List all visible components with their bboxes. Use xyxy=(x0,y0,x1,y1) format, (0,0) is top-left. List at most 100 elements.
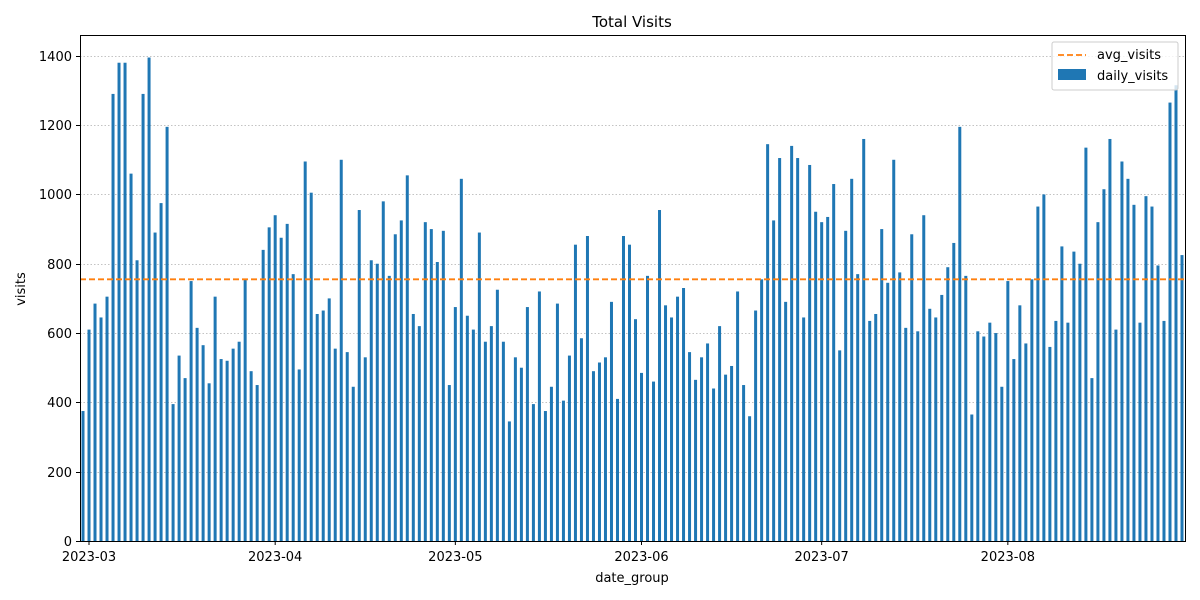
bar xyxy=(736,291,740,541)
bar xyxy=(549,386,553,541)
y-axis-title: visits xyxy=(14,272,29,306)
x-tick-label: 2023-03 xyxy=(62,550,116,565)
bar xyxy=(634,319,637,541)
bar xyxy=(1024,343,1028,541)
bar xyxy=(766,144,770,542)
bar xyxy=(676,296,680,541)
bar xyxy=(832,184,836,541)
bar xyxy=(1126,178,1130,541)
bar xyxy=(976,331,980,541)
bar xyxy=(886,282,890,541)
bar xyxy=(724,374,728,541)
bar xyxy=(1078,263,1082,541)
bar xyxy=(946,267,950,541)
bar xyxy=(471,329,475,541)
legend-daily-swatch xyxy=(1058,69,1086,80)
bar xyxy=(351,386,355,541)
bar xyxy=(519,367,523,541)
bar xyxy=(1096,222,1100,541)
bar xyxy=(1102,189,1106,542)
bar xyxy=(111,93,115,542)
bar xyxy=(988,322,992,541)
bar xyxy=(171,404,175,541)
bar xyxy=(195,327,199,541)
x-tick-label: 2023-07 xyxy=(795,550,849,565)
bar xyxy=(129,173,133,541)
bar xyxy=(1162,320,1166,541)
bar xyxy=(219,359,223,541)
bar xyxy=(970,414,974,541)
bar xyxy=(621,236,625,541)
bar xyxy=(1114,329,1118,541)
bar xyxy=(495,289,499,541)
bar xyxy=(910,234,914,541)
bar xyxy=(261,249,265,541)
bar xyxy=(964,275,968,541)
bar xyxy=(147,57,151,541)
bar xyxy=(615,398,619,541)
bar xyxy=(658,210,662,541)
bar xyxy=(808,164,812,541)
bar xyxy=(267,227,271,541)
bar xyxy=(1108,138,1112,541)
bar xyxy=(652,381,656,541)
bar xyxy=(1180,255,1184,541)
bar xyxy=(1084,147,1088,541)
bar xyxy=(375,263,379,541)
y-tick-label: 800 xyxy=(47,258,72,273)
bar xyxy=(537,291,541,541)
bar xyxy=(207,383,211,541)
bar xyxy=(285,223,289,541)
bar xyxy=(712,388,716,541)
y-tick-label: 1200 xyxy=(39,119,72,134)
bar xyxy=(597,362,601,541)
bar xyxy=(453,307,457,541)
y-tick-label: 400 xyxy=(47,396,72,411)
bar xyxy=(417,326,421,541)
bar xyxy=(1048,346,1052,541)
bar xyxy=(483,341,487,541)
bar xyxy=(291,274,295,541)
bar xyxy=(802,317,806,541)
bar xyxy=(1000,386,1004,541)
bar xyxy=(387,275,391,541)
bar xyxy=(1090,378,1094,541)
bar xyxy=(814,211,818,541)
bar xyxy=(81,411,85,541)
bar xyxy=(249,371,253,541)
bar xyxy=(309,192,313,541)
bar xyxy=(411,313,415,541)
bar xyxy=(153,232,157,542)
chart-title: Total Visits xyxy=(591,13,672,31)
bar xyxy=(609,301,613,541)
bar xyxy=(363,357,367,541)
bar xyxy=(183,378,187,541)
bar xyxy=(994,333,998,541)
bar xyxy=(591,371,595,541)
bar xyxy=(333,348,337,541)
bar xyxy=(844,230,848,541)
bar xyxy=(1168,102,1172,541)
bar xyxy=(513,357,517,541)
y-tick-label: 1000 xyxy=(39,188,72,203)
bar xyxy=(874,313,878,541)
bar xyxy=(345,352,349,541)
bar xyxy=(303,161,307,541)
bar xyxy=(159,203,163,541)
bar xyxy=(441,230,445,541)
bar xyxy=(99,317,103,541)
bar xyxy=(940,294,944,541)
bar xyxy=(646,275,650,541)
bar xyxy=(459,178,463,541)
bar xyxy=(1174,85,1178,541)
bar xyxy=(748,416,752,541)
bar xyxy=(850,178,854,541)
x-tick-label: 2023-08 xyxy=(981,550,1035,565)
bar xyxy=(321,310,325,541)
x-tick-label: 2023-05 xyxy=(428,550,482,565)
bar xyxy=(399,220,403,542)
bar xyxy=(856,274,860,541)
bar xyxy=(922,215,926,541)
bar xyxy=(465,315,469,541)
